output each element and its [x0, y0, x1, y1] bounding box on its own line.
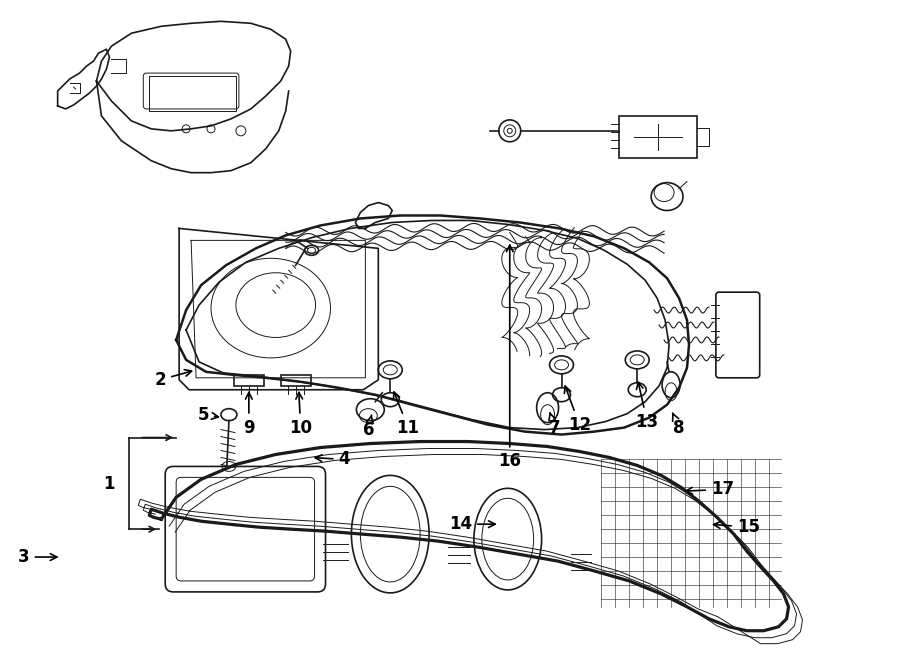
Text: 5: 5	[197, 406, 219, 424]
Text: 16: 16	[499, 245, 521, 471]
Text: 7: 7	[549, 413, 561, 436]
Text: 2: 2	[155, 369, 192, 389]
Text: 12: 12	[564, 386, 591, 434]
Text: 6: 6	[363, 415, 374, 439]
Text: 4: 4	[315, 450, 350, 469]
Text: 11: 11	[393, 392, 419, 436]
Text: 15: 15	[714, 518, 760, 536]
Text: 3: 3	[18, 548, 57, 566]
Text: 8: 8	[672, 413, 685, 436]
Text: 10: 10	[289, 393, 312, 436]
Text: 17: 17	[686, 481, 734, 498]
Text: 14: 14	[449, 515, 495, 533]
Text: 9: 9	[243, 393, 255, 436]
Text: 13: 13	[635, 382, 659, 430]
Text: 1: 1	[104, 475, 115, 493]
